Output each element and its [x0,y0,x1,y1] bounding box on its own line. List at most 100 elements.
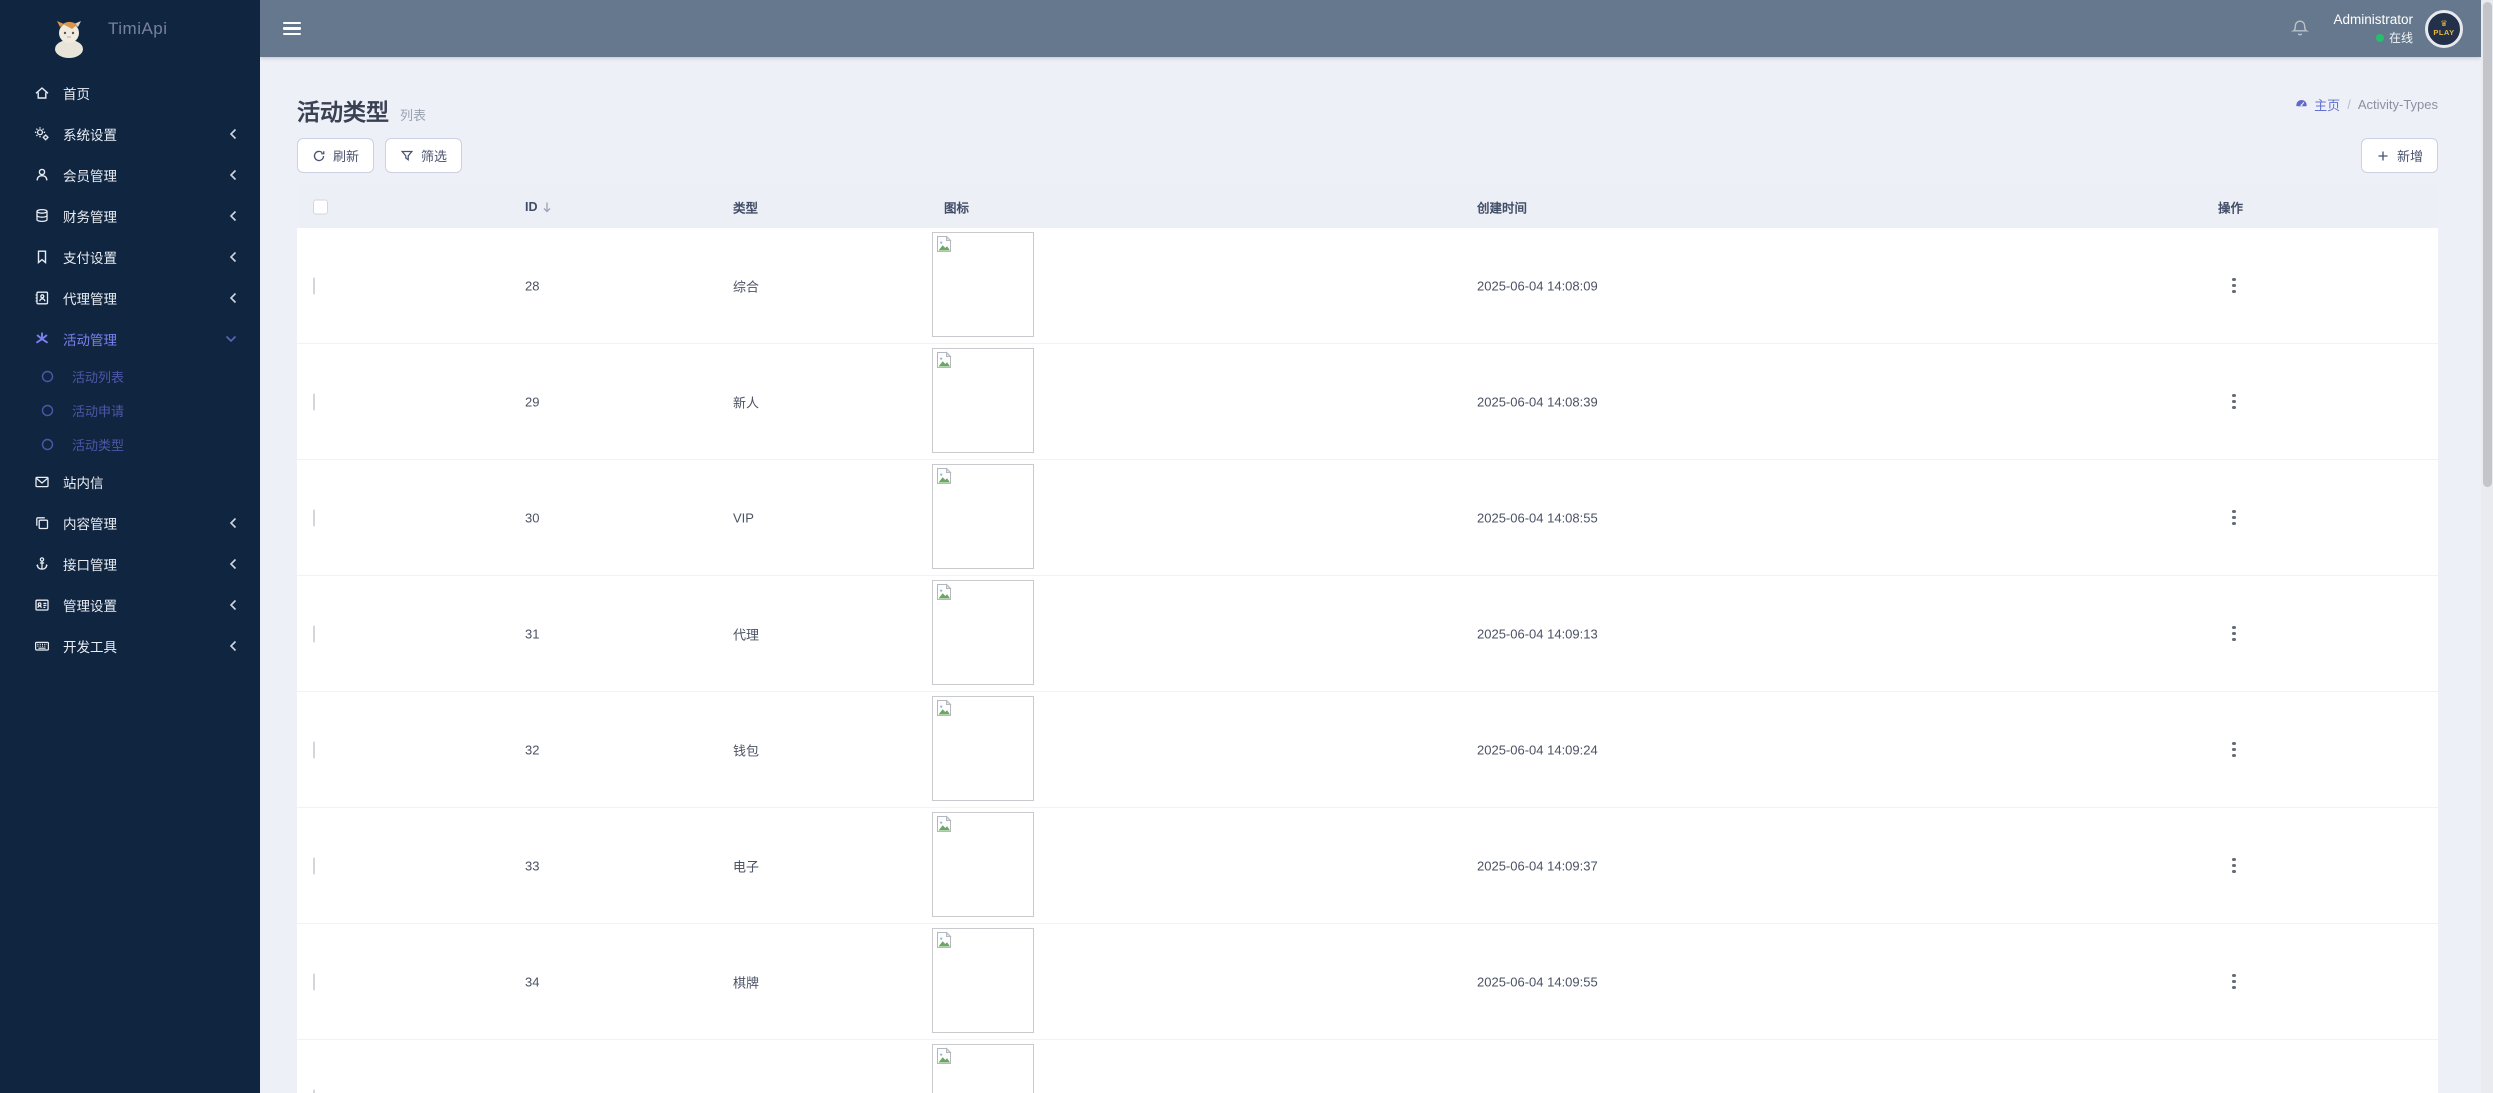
cell-created: 2025-06-04 14:09:24 [1477,742,1598,757]
row-checkbox[interactable] [313,393,315,410]
keyboard-icon [33,637,50,654]
broken-image-placeholder [932,696,1034,801]
chevron-left-icon [229,292,237,304]
row-actions-kebab-icon[interactable] [2225,507,2243,529]
cell-type: 电子 [733,859,760,874]
dashboard-icon [2296,100,2307,107]
header-type: 类型 [733,201,759,215]
chevron-left-icon [229,251,237,263]
row-checkbox[interactable] [313,277,315,294]
add-button-label: 新增 [2396,149,2423,164]
cell-created: 2025-06-04 14:08:09 [1477,278,1598,293]
refresh-button[interactable]: 刷新 [297,138,375,173]
sidebar-item-members[interactable]: 会员管理 [0,154,260,195]
sidebar-item-label: 站内信 [63,475,104,491]
row-actions-kebab-icon[interactable] [2225,855,2243,877]
topbar: Administrator 在线 ♛ PLAY [260,0,2481,57]
header-id[interactable]: ID [525,200,552,214]
broken-image-placeholder [932,928,1034,1033]
cell-id: 28 [525,278,540,293]
cell-created: 2025-06-04 14:08:39 [1477,394,1598,409]
sidebar-subitem-activity-list[interactable]: 活动列表 [0,359,260,393]
sort-desc-icon [543,202,550,212]
sidebar-item-admin-settings[interactable]: 管理设置 [0,584,260,625]
gears-icon [33,125,50,142]
sidebar-subitem-activity-types[interactable]: 活动类型 [0,427,260,461]
vertical-scrollbar[interactable] [2481,0,2493,1093]
app-title: TimiApi [108,18,168,38]
table-row: 29 新人 2025-06-04 14:08:39 [297,344,2438,460]
cell-type: 棋牌 [733,975,760,990]
sidebar-item-finance[interactable]: 财务管理 [0,195,260,236]
chevron-down-icon [225,335,237,343]
chevron-left-icon [229,128,237,140]
sidebar-item-agents[interactable]: 代理管理 [0,277,260,318]
header-id-label: ID [525,199,538,214]
sidebar-item-payment[interactable]: 支付设置 [0,236,260,277]
table-row: 31 代理 2025-06-04 14:09:13 [297,576,2438,692]
header-icon: 图标 [944,201,970,215]
row-checkbox[interactable] [313,1089,315,1093]
header-actions: 操作 [2218,201,2244,215]
avatar[interactable]: ♛ PLAY [2425,9,2463,48]
sidebar-subitem-activity-apply[interactable]: 活动申请 [0,393,260,427]
broken-image-placeholder [932,232,1034,337]
sidebar-item-label: 支付设置 [63,250,117,266]
row-checkbox[interactable] [313,509,315,526]
row-actions-kebab-icon[interactable] [2225,623,2243,645]
sidebar-nav: 首页 系统设置 会员管理 财务管理 [0,57,260,666]
scrollbar-thumb[interactable] [2482,2,2492,487]
sidebar-item-system-settings[interactable]: 系统设置 [0,113,260,154]
sidebar-item-label: 系统设置 [63,127,117,143]
activity-icon [33,330,50,347]
table-row: 33 电子 2025-06-04 14:09:37 [297,808,2438,924]
row-actions-kebab-icon[interactable] [2225,275,2243,297]
breadcrumb-home-link[interactable]: 主页 [2294,95,2340,114]
sidebar-item-dev-tools[interactable]: 开发工具 [0,625,260,666]
circle-icon [39,436,56,453]
username: Administrator [2333,12,2413,28]
broken-image-placeholder [932,580,1034,685]
address-book-icon [33,289,50,306]
row-checkbox[interactable] [313,973,315,990]
sidebar-item-label: 代理管理 [63,291,117,307]
sidebar-item-label: 管理设置 [63,598,117,614]
row-checkbox[interactable] [313,741,315,758]
user-info[interactable]: Administrator 在线 [2333,11,2413,45]
add-button[interactable]: 新增 [2360,138,2438,173]
chevron-left-icon [229,169,237,181]
breadcrumb: 主页 / Activity-Types [2294,95,2438,114]
broken-image-placeholder [932,812,1034,917]
sidebar-item-content[interactable]: 内容管理 [0,502,260,543]
hamburger-icon[interactable] [283,19,301,39]
sidebar-item-api[interactable]: 接口管理 [0,543,260,584]
database-icon [33,207,50,224]
table-header: ID 类型 图标 创建时间 操作 [297,185,2438,228]
filter-button[interactable]: 筛选 [385,138,463,173]
bell-icon[interactable] [2289,18,2311,40]
cell-id: 29 [525,394,540,409]
row-checkbox[interactable] [313,857,315,874]
sidebar-item-label: 活动管理 [63,332,117,348]
sidebar-item-label: 会员管理 [63,168,117,184]
sidebar-item-activities[interactable]: 活动管理 [0,318,260,359]
home-icon [33,84,50,101]
row-actions-kebab-icon[interactable] [2225,391,2243,413]
sidebar-item-messages[interactable]: 站内信 [0,461,260,502]
table-row-partial [297,1040,2438,1093]
cell-created: 2025-06-04 14:09:37 [1477,858,1598,873]
plus-icon [2378,150,2388,161]
row-actions-kebab-icon[interactable] [2225,971,2243,993]
anchor-icon [33,555,50,572]
cat-logo [55,21,83,58]
cell-type: 综合 [733,279,760,294]
sidebar-item-home[interactable]: 首页 [0,72,260,113]
cell-id: 34 [525,974,540,989]
row-checkbox[interactable] [313,625,315,642]
refresh-icon [313,150,325,161]
logo-row[interactable]: TimiApi [0,0,260,58]
select-all-checkbox[interactable] [313,199,328,214]
row-actions-kebab-icon[interactable] [2225,739,2243,761]
bookmark-icon [33,248,50,265]
